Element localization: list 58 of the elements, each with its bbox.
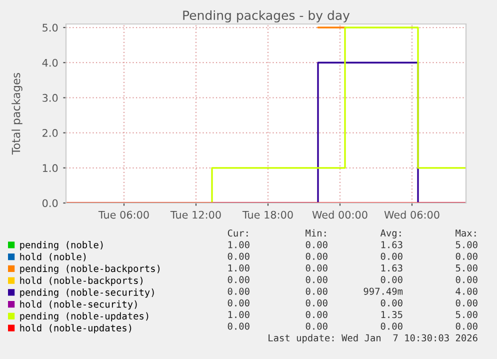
text: 0.00 bbox=[306, 288, 328, 295]
text: Cur: bbox=[228, 229, 248, 237]
y-tick-label: 4.0 bbox=[42, 58, 58, 67]
text: 5.00 bbox=[456, 310, 478, 318]
legend-label: hold (noble) bbox=[20, 252, 86, 262]
text: 0.00 bbox=[456, 299, 478, 306]
text: 0.00 bbox=[456, 322, 478, 330]
y-tick-label: 1.0 bbox=[42, 164, 58, 172]
text: 4.00 bbox=[456, 288, 478, 295]
legend-label: pending (noble) bbox=[20, 241, 103, 250]
text: 0.00 bbox=[306, 322, 328, 330]
y-axis-title: Total packages bbox=[12, 72, 22, 155]
text: 5.00 bbox=[456, 241, 478, 248]
text: 0.00 bbox=[228, 322, 250, 330]
text: 1.00 bbox=[228, 264, 250, 272]
text: 0.00 bbox=[306, 241, 328, 248]
text: 0.00 bbox=[456, 252, 478, 260]
text: Avg: bbox=[380, 230, 401, 238]
y-tick-label: 3.0 bbox=[42, 94, 58, 102]
text: 0.00 bbox=[306, 252, 328, 260]
y-tick-label: 2.0 bbox=[42, 129, 58, 137]
x-tick-label: Wed 06:00 bbox=[384, 210, 440, 219]
legend-label: hold (noble-security) bbox=[20, 300, 137, 310]
y-tick-label: 5.0 bbox=[42, 24, 58, 32]
text: 0.00 bbox=[456, 276, 478, 284]
text: 0.00 bbox=[306, 310, 328, 318]
text: 1.00 bbox=[228, 310, 250, 318]
text: 0.00 bbox=[306, 264, 328, 272]
text: 0.00 bbox=[228, 299, 250, 306]
y-tick-label: 0.0 bbox=[42, 199, 58, 208]
text: 0.00 bbox=[228, 252, 250, 260]
text: 0.00 bbox=[228, 288, 250, 295]
text: 1.63 bbox=[381, 264, 402, 272]
text: 0.00 bbox=[380, 299, 402, 306]
text: 1.63 bbox=[381, 241, 402, 248]
x-tick-label: Wed 00:00 bbox=[312, 210, 368, 219]
text: 0.00 bbox=[306, 276, 328, 284]
text: Max: bbox=[456, 230, 476, 237]
legend-label: pending (noble-security) bbox=[20, 288, 154, 298]
x-tick-label: Tue 06:00 bbox=[98, 210, 149, 219]
legend-label: hold (noble-backports) bbox=[20, 276, 142, 286]
text: Min: bbox=[306, 229, 326, 236]
text: 0.00 bbox=[380, 252, 402, 260]
text: 0.00 bbox=[306, 299, 328, 306]
legend-label: hold (noble-updates) bbox=[20, 324, 132, 334]
text: 0.00 bbox=[228, 276, 250, 284]
x-tick-label: Tue 12:00 bbox=[170, 210, 221, 219]
legend-label: pending (noble-updates) bbox=[20, 312, 148, 322]
text: 0.00 bbox=[380, 322, 402, 330]
text: 1.35 bbox=[381, 310, 402, 318]
text: 997.49m bbox=[364, 288, 403, 295]
chart-title: Pending packages - by day bbox=[183, 10, 350, 22]
text: 0.00 bbox=[380, 276, 402, 284]
legend-label: pending (noble-backports) bbox=[20, 264, 160, 274]
text: 1.00 bbox=[228, 241, 250, 248]
text: 5.00 bbox=[456, 264, 478, 272]
x-tick-label: Tue 18:00 bbox=[242, 210, 293, 219]
text: Last update: Wed Jan 7 10:30:03 2026 bbox=[268, 334, 478, 344]
